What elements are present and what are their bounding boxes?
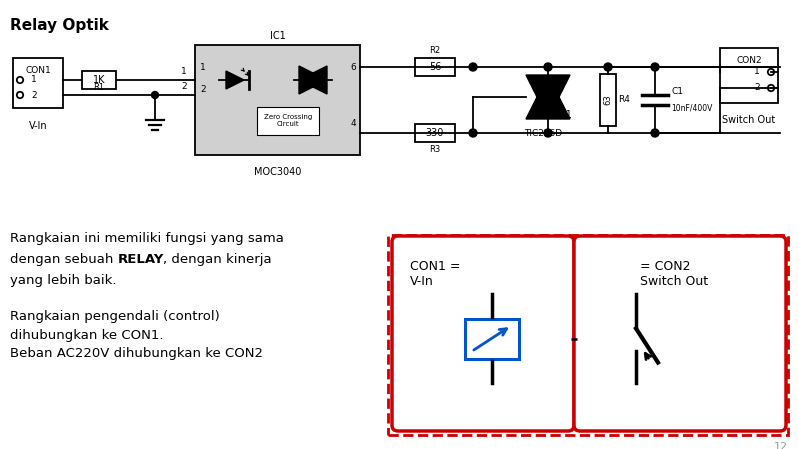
FancyBboxPatch shape — [600, 74, 616, 126]
FancyBboxPatch shape — [257, 107, 319, 135]
Text: , dengan kinerja: , dengan kinerja — [163, 253, 272, 266]
Text: Relay Optik: Relay Optik — [10, 18, 109, 33]
Text: TIC226D: TIC226D — [524, 128, 562, 137]
Text: 56: 56 — [429, 62, 441, 72]
Text: 4: 4 — [351, 119, 356, 128]
Text: R3: R3 — [429, 145, 440, 154]
Text: 12: 12 — [774, 442, 788, 449]
FancyBboxPatch shape — [195, 45, 360, 155]
Polygon shape — [226, 71, 244, 89]
Circle shape — [152, 92, 158, 98]
Text: = CON2: = CON2 — [640, 260, 690, 273]
Polygon shape — [526, 75, 570, 119]
Text: 63: 63 — [603, 95, 613, 106]
Circle shape — [469, 129, 477, 137]
Text: 2: 2 — [181, 82, 187, 91]
FancyBboxPatch shape — [464, 318, 519, 358]
Text: 10nF/400V: 10nF/400V — [671, 104, 713, 113]
Text: Zero Crossing
Circuit: Zero Crossing Circuit — [264, 114, 312, 128]
Text: R1: R1 — [93, 83, 105, 92]
Text: Rangkaian ini memiliki fungsi yang sama: Rangkaian ini memiliki fungsi yang sama — [10, 232, 284, 245]
Text: Rangkaian pengendali (control)
dihubungkan ke CON1.
Beban AC220V dihubungkan ke : Rangkaian pengendali (control) dihubungk… — [10, 310, 263, 360]
Text: CON2: CON2 — [736, 56, 761, 65]
Text: dengan sebuah: dengan sebuah — [10, 253, 117, 266]
Text: TR1: TR1 — [553, 110, 572, 120]
FancyBboxPatch shape — [388, 235, 788, 435]
Circle shape — [604, 63, 612, 71]
Text: 330: 330 — [426, 128, 444, 138]
Text: 2: 2 — [754, 84, 760, 92]
Text: C1: C1 — [671, 88, 683, 97]
Text: 1: 1 — [200, 62, 206, 71]
Text: Switch Out: Switch Out — [722, 115, 776, 125]
Text: Switch Out: Switch Out — [640, 275, 708, 288]
Text: V-In: V-In — [410, 275, 434, 288]
Circle shape — [469, 63, 477, 71]
Text: 1K: 1K — [93, 75, 105, 85]
Polygon shape — [299, 66, 327, 94]
Polygon shape — [299, 66, 327, 94]
Circle shape — [651, 63, 659, 71]
Text: MOC3040: MOC3040 — [254, 167, 301, 177]
Text: 2: 2 — [200, 85, 205, 94]
Polygon shape — [526, 75, 570, 119]
Text: IC1: IC1 — [269, 31, 285, 41]
Text: 6: 6 — [350, 62, 356, 71]
FancyBboxPatch shape — [82, 71, 116, 89]
FancyBboxPatch shape — [415, 58, 455, 76]
Text: RELAY: RELAY — [118, 253, 165, 266]
Text: CON1 =: CON1 = — [410, 260, 460, 273]
Text: R2: R2 — [429, 46, 440, 55]
Text: R4: R4 — [618, 96, 630, 105]
Circle shape — [544, 129, 552, 137]
FancyBboxPatch shape — [13, 58, 63, 108]
Text: V-In: V-In — [29, 121, 47, 131]
Text: 1: 1 — [31, 75, 37, 84]
Text: CON1: CON1 — [25, 66, 51, 75]
Circle shape — [544, 63, 552, 71]
Text: 2: 2 — [31, 91, 37, 100]
FancyBboxPatch shape — [415, 124, 455, 142]
Circle shape — [651, 129, 659, 137]
Text: 1: 1 — [181, 67, 187, 76]
Text: 1: 1 — [754, 67, 760, 76]
FancyBboxPatch shape — [574, 236, 786, 431]
FancyBboxPatch shape — [720, 48, 778, 103]
FancyBboxPatch shape — [392, 236, 574, 431]
Text: yang lebih baik.: yang lebih baik. — [10, 274, 117, 287]
